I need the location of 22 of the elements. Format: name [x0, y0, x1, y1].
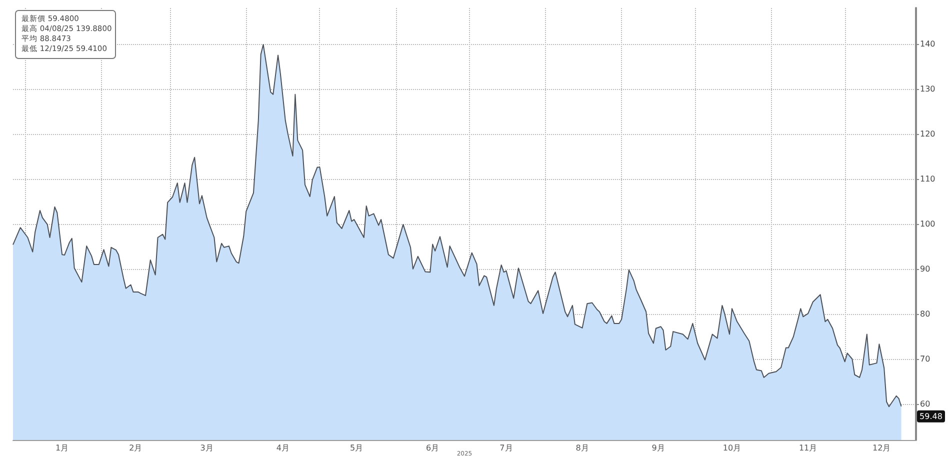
annotation: 59.48	[920, 412, 942, 421]
x-tick-label: 3月	[200, 444, 214, 452]
x-tick-label: 12月	[872, 444, 891, 452]
x-tick-label: 8月	[576, 444, 589, 452]
y-tick-label: 100	[920, 220, 936, 228]
x-tick-label: 7月	[500, 444, 513, 452]
y-tick-label: 140	[920, 40, 936, 48]
y-tick-label: 130	[920, 84, 936, 94]
y-tick-label: 80	[920, 310, 930, 318]
y-tick-label: 60	[920, 400, 930, 408]
y-tick-label: 70	[920, 354, 930, 364]
x-tick-label: 9月	[652, 444, 665, 452]
y-tick-label: 120	[920, 130, 936, 138]
y-tick-label: 90	[920, 264, 930, 274]
y-tick-label: 110	[920, 174, 936, 184]
x-tick-label: 1月	[56, 444, 69, 452]
x-tick-label: 2月	[129, 444, 142, 452]
x-tick-label: 10月	[722, 444, 742, 452]
x-tick-label: 4月	[276, 444, 290, 452]
x-tick-label: 5月	[350, 444, 364, 452]
x-tick-label: 6月	[426, 444, 440, 452]
x-tick-label: 11月	[798, 444, 818, 452]
